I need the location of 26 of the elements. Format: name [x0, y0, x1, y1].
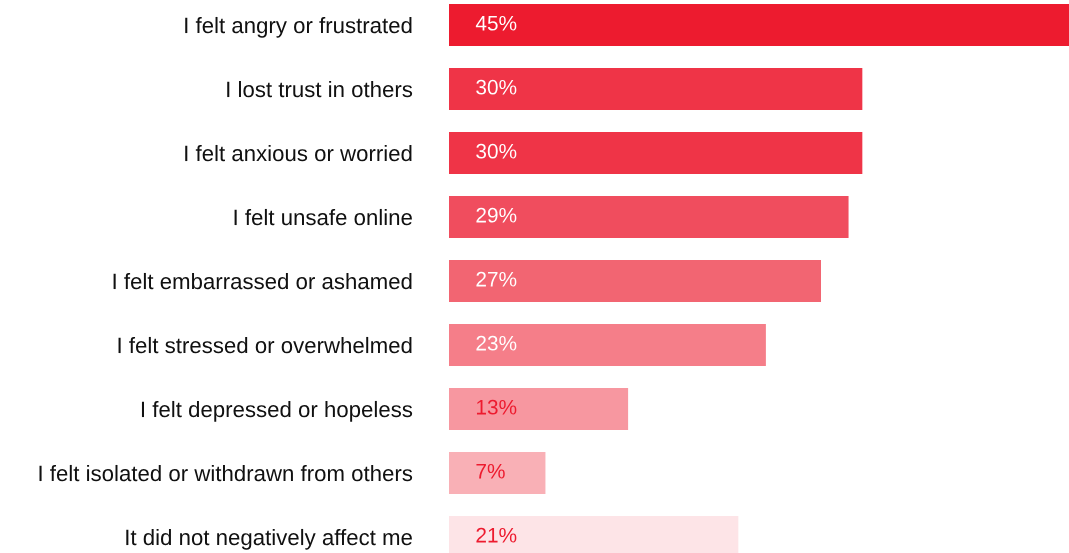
bar [449, 323, 766, 367]
bar [449, 195, 849, 239]
bar [449, 259, 821, 303]
data-label: 29% [476, 207, 517, 223]
data-label: 27% [476, 271, 517, 287]
y-tick-label: I lost trust in others [227, 80, 413, 98]
bar [449, 67, 863, 111]
data-label: 23% [476, 335, 517, 351]
data-label: 45% [475, 15, 517, 31]
bar [449, 387, 629, 431]
y-tick-label: I felt stressed or overwhelmed [118, 336, 412, 354]
data-label: 7% [476, 463, 505, 479]
y-tick-label: I felt angry or frustrated [185, 16, 412, 38]
y-tick-label: I felt anxious or worried [185, 144, 412, 162]
data-label: 21% [476, 527, 517, 543]
y-tick-label: I felt unsafe online [234, 208, 412, 226]
bar [449, 451, 546, 495]
y-tick-label: It did not negatively affect me [126, 528, 412, 550]
data-label: 13% [476, 399, 517, 415]
y-tick-label: I felt depressed or hopeless [141, 400, 413, 422]
y-tick-label: I felt isolated or withdrawn from others [39, 464, 413, 482]
bar [449, 131, 863, 175]
bar [449, 4, 1069, 47]
y-tick-label: I felt embarrassed or ashamed [113, 272, 412, 290]
data-label: 30% [476, 143, 517, 159]
data-label: 30% [476, 79, 517, 95]
